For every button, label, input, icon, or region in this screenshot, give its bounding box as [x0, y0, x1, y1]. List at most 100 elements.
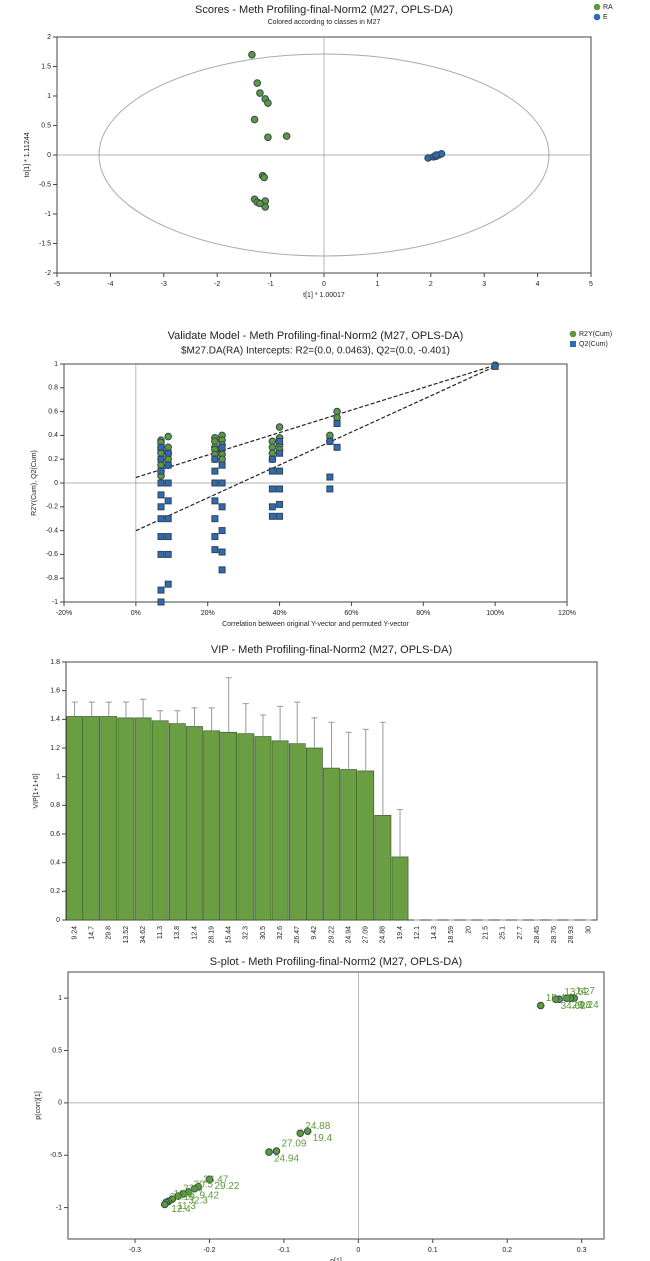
x-tick-label: 18.59: [448, 926, 455, 944]
error-bar: [71, 701, 78, 717]
point-label: 9.42: [200, 1190, 220, 1201]
point: [164, 432, 172, 441]
point: [164, 479, 172, 487]
legend-swatch: [569, 330, 577, 338]
bar: [306, 747, 323, 921]
bar: [254, 736, 272, 921]
error-bar: [157, 710, 164, 721]
point: [282, 132, 291, 140]
x-tick-label: 27.09: [363, 926, 370, 944]
x-tick-label: 1: [375, 281, 379, 288]
y-tick-label: -0.2: [46, 504, 58, 511]
point: [218, 548, 226, 556]
x-tick-label: 27.7: [517, 926, 524, 940]
point: [157, 455, 165, 463]
point-label: 15.44: [546, 993, 571, 1004]
x-tick-label: 0%: [131, 610, 141, 617]
bar: [203, 730, 220, 921]
point: [160, 1200, 169, 1209]
x-tick-label: 20%: [201, 610, 215, 617]
point: [250, 115, 259, 124]
chart-subtitle: Colored according to classes in M27: [268, 19, 381, 26]
point: [157, 533, 165, 541]
point: [174, 1192, 182, 1200]
point: [276, 449, 284, 457]
y-tick-label: 0: [56, 917, 60, 924]
x-tick-label: -3: [161, 281, 167, 288]
error-bar: [362, 728, 369, 771]
point: [164, 550, 172, 558]
x-tick-label: 32.3: [243, 926, 250, 940]
x-tick-label: 25.1: [500, 926, 507, 940]
bar: [151, 720, 169, 921]
error-bar: [225, 677, 232, 733]
fit-line: [135, 364, 496, 479]
point: [276, 437, 284, 445]
x-axis-label: Correlation between original Y-vector an…: [222, 621, 409, 628]
point: [333, 420, 341, 427]
y-tick-label: 0: [54, 480, 58, 487]
error-bar: [277, 705, 284, 741]
point-label: 26.47: [203, 1174, 228, 1185]
point-label: 34.62: [561, 1001, 586, 1012]
point: [333, 413, 341, 422]
x-tick-label: 3: [482, 281, 486, 288]
y-tick-label: -2: [45, 270, 51, 277]
point: [562, 994, 571, 1002]
x-tick-label: -20%: [56, 610, 72, 617]
point: [268, 512, 276, 520]
x-tick-label: 20: [465, 926, 472, 934]
x-tick-label: 0: [322, 281, 326, 288]
point: [264, 99, 272, 107]
bar: [357, 770, 375, 921]
x-tick-label: 14.7: [89, 926, 96, 940]
x-tick-label: 28.19: [208, 926, 215, 944]
x-tick-label: -0.2: [203, 1247, 215, 1254]
point-label: 30.5: [194, 1180, 214, 1191]
point-label: 24.94: [274, 1154, 299, 1165]
point: [432, 151, 440, 159]
y-tick-label: 1.2: [50, 745, 60, 752]
error-bar: [105, 701, 112, 717]
point: [253, 79, 262, 87]
error-bar: [242, 703, 249, 734]
legend-label: E: [603, 14, 608, 21]
y-tick-label: 0: [47, 152, 51, 159]
x-tick-label: 30: [585, 926, 592, 934]
point: [218, 461, 226, 469]
error-bar: [174, 710, 181, 724]
bar: [271, 740, 289, 921]
x-tick-label: -5: [54, 281, 60, 288]
x-tick-label: 0: [356, 1247, 360, 1254]
point: [218, 566, 226, 574]
point-label: 14.7: [576, 986, 596, 997]
x-tick-label: 28.45: [534, 926, 541, 944]
x-tick-label: 4: [536, 281, 540, 288]
y-tick-label: -0.8: [46, 575, 58, 582]
x-tick-label: 30.5: [260, 926, 267, 940]
bar: [391, 856, 409, 921]
error-bar: [88, 701, 95, 717]
point: [157, 467, 165, 475]
y-tick-label: 1: [56, 774, 60, 781]
point: [536, 1001, 545, 1010]
error-bar: [328, 721, 335, 769]
y-tick-label: 0.8: [50, 802, 60, 809]
y-axis-label: to[1] * 1.11244: [24, 132, 31, 177]
bar: [100, 716, 118, 921]
point: [303, 1127, 312, 1135]
x-tick-label: 15.44: [226, 926, 233, 944]
point-label: 9.24: [579, 1000, 599, 1011]
bar: [288, 743, 306, 921]
bar: [168, 723, 186, 921]
y-tick-label: 0.6: [50, 831, 60, 838]
point: [333, 443, 341, 451]
y-tick-label: 1: [58, 995, 62, 1002]
y-axis-label: R2Y(Cum), Q2(Cum): [31, 450, 38, 516]
point: [268, 455, 276, 463]
legend-swatch: [593, 13, 601, 21]
point-label: 13.52: [564, 987, 589, 998]
point: [211, 515, 219, 523]
point-label: 19.4: [313, 1133, 333, 1144]
point: [268, 485, 276, 493]
